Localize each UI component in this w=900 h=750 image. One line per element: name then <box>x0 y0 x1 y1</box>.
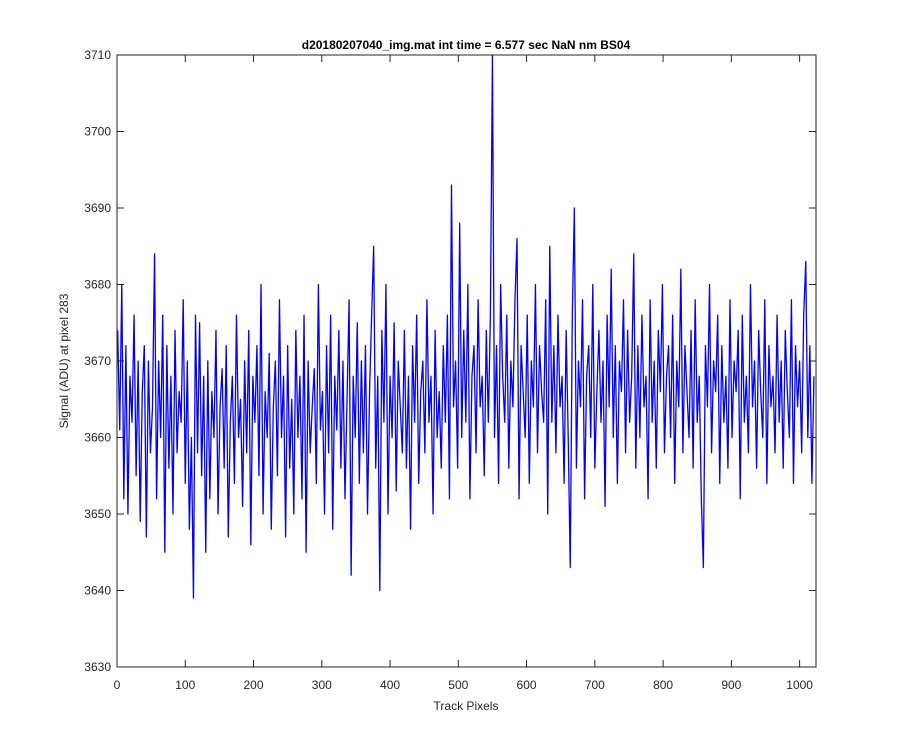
y-tick-label: 3690 <box>84 201 111 215</box>
y-tick-label: 3650 <box>84 507 111 521</box>
y-tick-label: 3660 <box>84 431 111 445</box>
x-tick-label: 200 <box>244 678 264 692</box>
y-tick-label: 3630 <box>84 660 111 674</box>
y-tick-label: 3680 <box>84 278 111 292</box>
axes-box <box>116 54 817 668</box>
x-tick-label: 0 <box>114 678 121 692</box>
y-tick-label: 3710 <box>84 48 111 62</box>
x-axis-label: Track Pixels <box>434 699 499 713</box>
x-tick-label: 500 <box>448 678 468 692</box>
x-tick-label: 100 <box>175 678 195 692</box>
x-tick-label: 800 <box>653 678 673 692</box>
y-tick-label: 3670 <box>84 354 111 368</box>
y-tick-label: 3700 <box>84 125 111 139</box>
y-tick-label: 3640 <box>84 584 111 598</box>
x-tick-label: 900 <box>721 678 741 692</box>
x-tick-label: 400 <box>380 678 400 692</box>
x-tick-label: 700 <box>585 678 605 692</box>
chart-title: d20180207040_img.mat int time = 6.577 se… <box>302 38 631 52</box>
y-axis-label: Signal (ADU) at pixel 283 <box>57 293 71 428</box>
x-tick-label: 300 <box>312 678 332 692</box>
data-line <box>117 54 815 599</box>
x-tick-label: 1000 <box>786 678 813 692</box>
x-tick-label: 600 <box>517 678 537 692</box>
